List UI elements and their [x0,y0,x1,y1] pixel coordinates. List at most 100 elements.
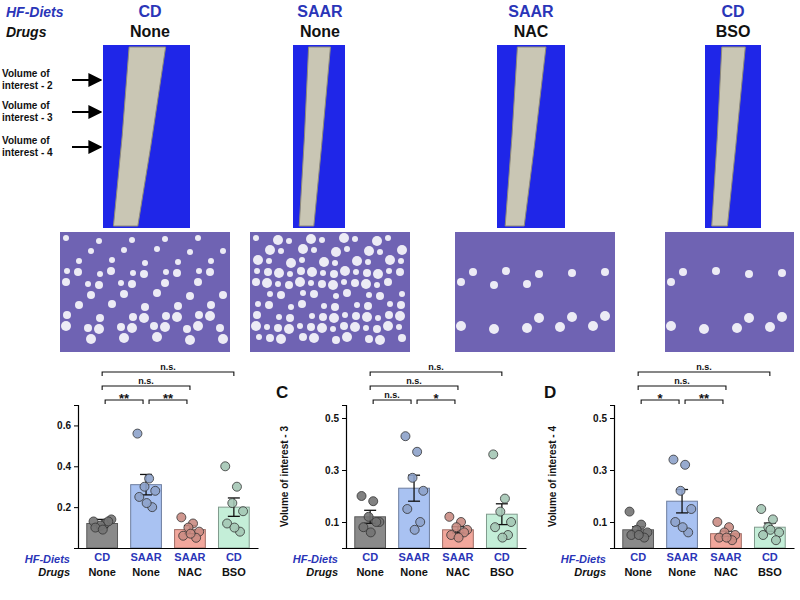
fat-cell [330,270,338,278]
plot-marks [355,432,517,548]
error-bar [496,504,508,525]
data-point [366,528,375,537]
category-label: SAAR [174,551,205,563]
fat-cell [297,323,303,329]
fat-cell [342,332,352,342]
significance-label: n.s. [138,376,154,386]
data-point [232,482,241,491]
y-tick: 0.1 [593,517,614,528]
fat-cell [317,323,327,333]
data-point [364,512,373,521]
significance-label: n.s. [696,362,712,372]
category-label: CD [226,551,242,563]
y-tick: 0.4 [57,461,78,472]
column-diet: CD [138,3,161,20]
y-tick-mark [74,425,78,426]
fat-cell [196,268,202,274]
data-point [401,432,410,441]
y-tick-mark [342,522,346,523]
data-point [634,531,643,540]
data-point [454,533,463,542]
fat-cell [255,301,261,307]
x-tick: SAAR [398,548,429,563]
fat-cell [76,258,82,264]
row-title: Drugs [306,566,338,578]
fat-cell [153,289,161,297]
voi-arrow [72,146,101,148]
drug-label: BSO [758,566,782,578]
fat-cell [141,303,149,311]
drug-label: None [624,566,652,578]
fat-cell [119,333,129,343]
bone-shape [505,47,546,226]
significance-brackets: n.s.n.s.n.s.* [370,362,502,406]
fat-cell [321,303,327,309]
data-point [766,525,775,534]
drug-label: BSO [222,566,246,578]
x-tick: SAAR [130,548,161,563]
fat-cell [568,269,576,277]
fat-cell [311,247,317,253]
fat-cell [361,279,371,289]
fat-cell [330,326,336,332]
fat-cell [287,271,293,277]
fat-cell [174,302,182,310]
voi-label: Volume ofinterest - 2 [2,68,53,91]
fat-cell [107,267,115,275]
image-panel: HF-DietsDrugsCDSAARSAARCDNoneNoneNACBSOV… [2,3,794,352]
bracket [638,372,770,376]
fat-cell [284,324,294,334]
fat-cell [535,270,543,278]
fat-cell [173,269,181,277]
fat-cell [555,322,565,332]
bracket [102,386,190,390]
column-drug: NAC [514,23,549,40]
histology-image [250,232,410,352]
figure: HF-DietsDrugsCDSAARSAARCDNoneNoneNACBSOV… [0,0,800,600]
histology-image [455,232,615,352]
fat-cell [150,322,158,330]
fat-cell [264,268,272,276]
fat-cell [194,278,202,286]
fat-cell [276,314,282,320]
data-point [151,486,160,495]
y-tick-label: 0.6 [57,420,71,431]
fat-cell [374,282,380,288]
voi-label: Volume ofinterest - 3 [2,100,53,123]
data-point [135,492,144,501]
fat-cell [306,234,316,244]
fat-cell [329,313,339,323]
histology-image [665,232,794,352]
drug-label: None [88,566,116,578]
fat-cell [354,302,360,308]
x-tick: CD [226,548,242,563]
fat-cell [385,235,391,241]
fat-cell [342,312,348,318]
significance-label: * [433,391,439,406]
fat-cell [139,313,149,323]
fat-cell [186,292,194,300]
fat-cell [332,336,340,344]
y-tick: 0.1 [325,517,346,528]
fat-cell [264,324,270,330]
data-point [491,523,500,532]
fat-cell [61,321,71,331]
bone-shape [712,47,746,226]
fat-cell [120,290,128,298]
fat-cell [297,267,305,275]
fat-cell [161,279,169,287]
x-axis: CDSAARSAARCD [347,548,527,563]
fat-cell [373,269,383,279]
fat-cell [193,321,203,331]
fat-cell [274,324,282,332]
fat-cell [299,333,307,341]
fat-cell [84,324,92,332]
category-label: SAAR [130,551,161,563]
ct-background [497,45,565,228]
data-point [140,482,149,491]
bracket [370,372,502,376]
fat-cell [127,323,137,333]
bracket [102,372,234,376]
fat-cell [363,325,369,331]
y-tick-label: 0.5 [593,413,607,424]
